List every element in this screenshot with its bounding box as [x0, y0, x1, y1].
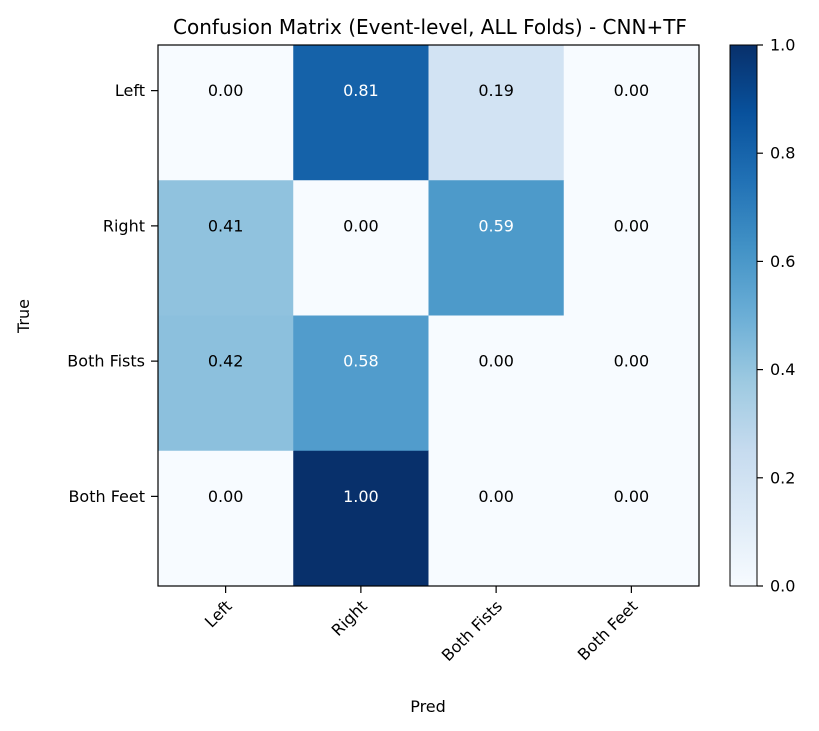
heatmap-cell-0-1: [293, 45, 429, 181]
cell-value-label-0-1: 0.81: [343, 81, 379, 100]
heatmap-cell-1-1: [293, 180, 429, 316]
heatmap-cell-1-2: [428, 180, 565, 316]
y-axis: Left Right Both Fists Both Feet: [67, 81, 158, 506]
heatmap-cell-0-0: [158, 45, 294, 181]
x-tick-label-1: Right: [328, 597, 371, 640]
y-tick-label-1: Right: [103, 216, 145, 235]
heatmap-cells: [158, 45, 700, 587]
x-axis: Left Right Both Fists Both Feet: [201, 586, 641, 665]
y-axis-label: True: [14, 299, 33, 334]
cell-value-label-3-2: 0.00: [478, 487, 514, 506]
cell-value-label-1-3: 0.00: [614, 216, 650, 235]
heatmap-cell-0-2: [428, 45, 565, 181]
colorbar-axis: 0.0 0.2 0.4 0.6 0.8 1.0: [757, 36, 795, 596]
cell-value-label-3-3: 0.00: [614, 487, 650, 506]
y-tick-label-3: Both Feet: [68, 487, 145, 506]
colorbar-tick-label-4: 0.8: [770, 144, 795, 163]
heatmap-cell-3-0: [158, 450, 294, 587]
chart-title: Confusion Matrix (Event-level, ALL Folds…: [173, 15, 687, 39]
colorbar-tick-label-3: 0.6: [770, 252, 795, 271]
cell-value-label-3-1: 1.00: [343, 487, 379, 506]
heatmap-cell-1-0: [158, 180, 294, 316]
cell-value-label-1-1: 0.00: [343, 216, 379, 235]
cell-value-label-0-0: 0.00: [208, 81, 244, 100]
heatmap-cell-2-0: [158, 315, 294, 452]
y-tick-label-2: Both Fists: [67, 352, 145, 371]
colorbar-tick-label-0: 0.0: [770, 577, 795, 596]
x-tick-label-3: Both Feet: [574, 597, 642, 665]
cell-value-label-3-0: 0.00: [208, 487, 244, 506]
plot-frame: [157, 44, 700, 587]
heatmap-cell-2-1: [293, 315, 429, 452]
cell-value-label-1-0: 0.41: [208, 216, 244, 235]
cell-value-label-2-1: 0.58: [343, 352, 379, 371]
colorbar-tick-label-5: 1.0: [770, 36, 795, 55]
x-tick-label-2: Both Fists: [438, 597, 506, 665]
heatmap-cell-3-3: [563, 450, 700, 587]
cell-value-label-2-3: 0.00: [614, 352, 650, 371]
heatmap-cell-1-3: [563, 180, 700, 316]
cell-value-label-2-0: 0.42: [208, 352, 244, 371]
x-axis-label: Pred: [410, 697, 446, 716]
colorbar-tick-label-1: 0.2: [770, 468, 795, 487]
cell-value-label-0-3: 0.00: [614, 81, 650, 100]
heatmap-cell-2-2: [428, 315, 565, 452]
heatmap-cell-3-1: [293, 450, 429, 587]
colorbar: [729, 44, 758, 587]
heatmap-cell-labels: 0.00 0.81 0.19 0.00 0.41 0.00 0.59 0.00 0.42 0.58…: [208, 81, 649, 506]
heatmap-cell-0-3: [563, 45, 700, 181]
heatmap-cell-3-2: [428, 450, 565, 587]
cell-value-label-2-2: 0.00: [478, 352, 514, 371]
colorbar-tick-label-2: 0.4: [770, 360, 795, 379]
heatmap-cell-2-3: [563, 315, 700, 452]
cell-value-label-1-2: 0.59: [478, 216, 514, 235]
x-tick-label-0: Left: [201, 597, 236, 632]
y-tick-label-0: Left: [115, 81, 145, 100]
cell-value-label-0-2: 0.19: [478, 81, 514, 100]
